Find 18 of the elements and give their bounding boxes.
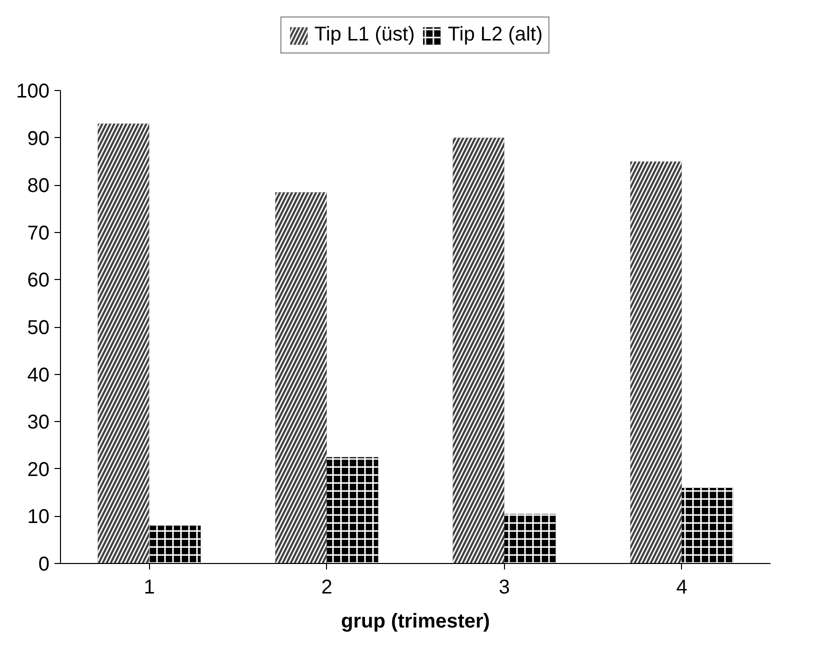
x-tick-label: 1 xyxy=(144,576,155,598)
y-tick-label: 20 xyxy=(27,458,50,481)
x-tick-label: 3 xyxy=(498,576,510,598)
y-tick-label: 90 xyxy=(27,128,50,150)
y-tick-label: 100 xyxy=(16,80,50,102)
y-tick-label: 0 xyxy=(38,554,50,576)
y-tick-label: 30 xyxy=(27,412,50,434)
x-tick-label: 4 xyxy=(676,576,688,598)
x-tick-label: 2 xyxy=(321,576,332,598)
y-tick-label: 50 xyxy=(27,317,50,339)
legend-label: Tip L2 (alt) xyxy=(448,24,543,46)
y-tick-label: 70 xyxy=(27,222,50,244)
y-tick-label: 40 xyxy=(27,364,50,386)
x-axis-title: grup (trimester) xyxy=(341,610,490,632)
y-tick-label: 10 xyxy=(27,506,50,528)
y-tick-label: 80 xyxy=(27,175,50,198)
legend-label: Tip L1 (üst) xyxy=(314,24,415,46)
y-tick-label: 60 xyxy=(27,270,50,292)
